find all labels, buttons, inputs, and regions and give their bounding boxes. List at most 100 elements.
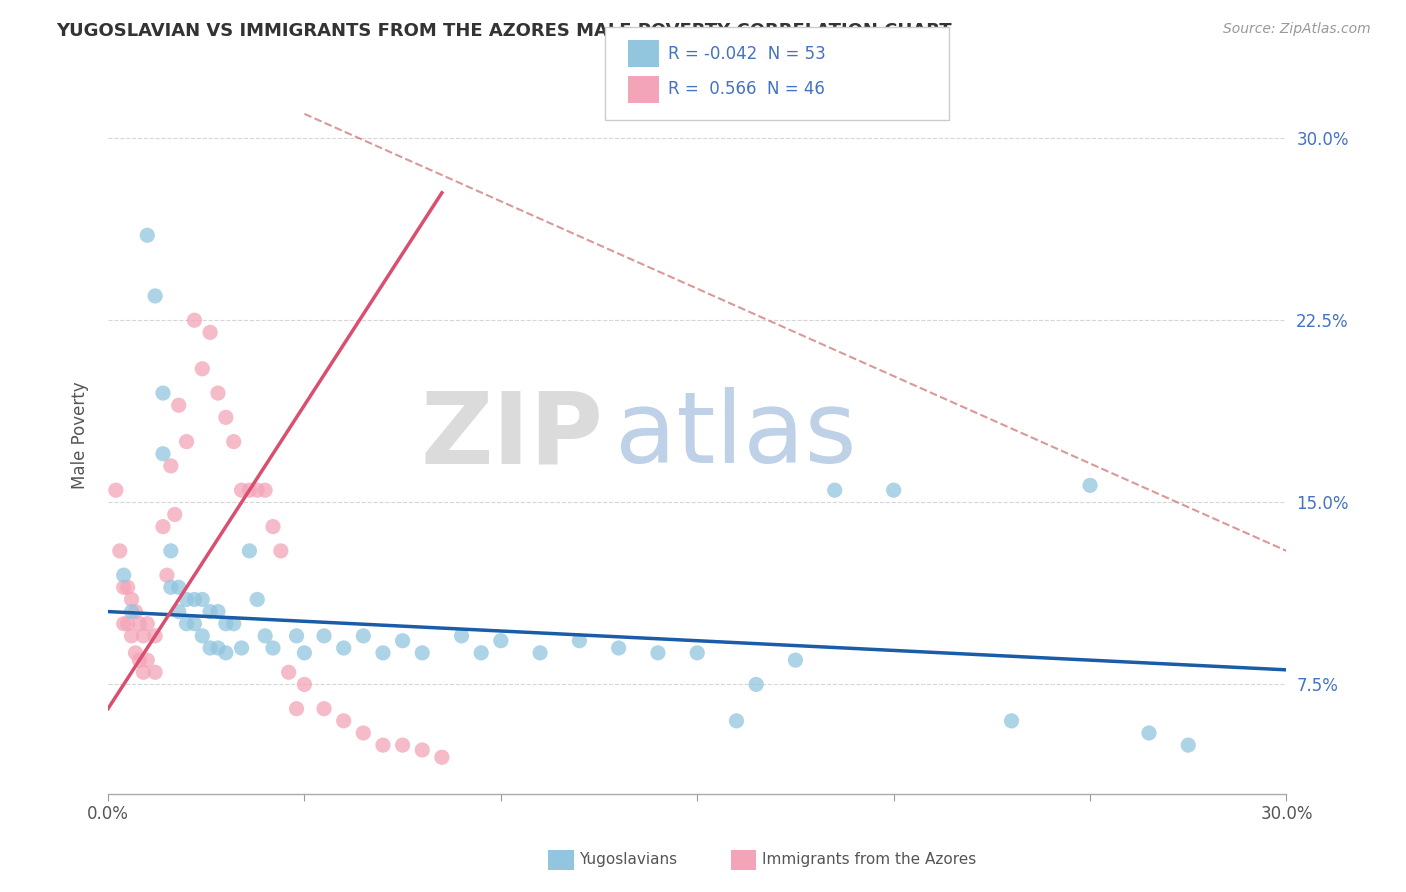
Point (121, 592, 143, 607)
Point (176, 616, 198, 631)
Point (136, 616, 159, 631)
Point (262, 519, 284, 533)
Point (470, 646, 492, 660)
Point (332, 714, 354, 728)
Point (277, 665, 299, 680)
Text: atlas: atlas (614, 387, 856, 484)
Point (121, 605, 143, 619)
Point (411, 646, 433, 660)
Text: ZIP: ZIP (420, 387, 603, 484)
Point (238, 544, 260, 558)
Point (117, 616, 139, 631)
Point (152, 519, 174, 533)
Point (285, 629, 308, 643)
Point (207, 386, 229, 401)
Point (352, 726, 374, 740)
Point (121, 629, 143, 643)
Point (411, 743, 433, 757)
Point (152, 386, 174, 401)
Point (270, 544, 292, 558)
Point (128, 616, 150, 631)
Point (112, 616, 135, 631)
Point (450, 629, 472, 643)
Point (254, 483, 277, 498)
Point (176, 434, 198, 449)
Point (231, 640, 253, 655)
Point (285, 702, 308, 716)
Point (222, 434, 245, 449)
Point (108, 544, 131, 558)
Point (215, 616, 238, 631)
Point (246, 592, 269, 607)
Point (312, 629, 335, 643)
Point (332, 640, 354, 655)
Point (117, 580, 139, 594)
Point (1137, 726, 1160, 740)
Point (124, 646, 146, 660)
Point (883, 483, 905, 498)
Point (1078, 478, 1101, 492)
Point (607, 640, 630, 655)
Point (163, 508, 186, 522)
Point (824, 483, 846, 498)
Point (352, 629, 374, 643)
Point (132, 629, 155, 643)
Point (568, 633, 591, 648)
Point (128, 653, 150, 667)
Point (294, 677, 316, 691)
Point (785, 653, 807, 667)
Point (215, 646, 238, 660)
Point (156, 568, 179, 582)
Point (160, 458, 183, 473)
Point (112, 580, 135, 594)
Point (112, 568, 135, 582)
Point (231, 483, 253, 498)
Point (430, 750, 453, 764)
Point (529, 646, 551, 660)
Text: YUGOSLAVIAN VS IMMIGRANTS FROM THE AZORES MALE POVERTY CORRELATION CHART: YUGOSLAVIAN VS IMMIGRANTS FROM THE AZORE… (56, 22, 952, 40)
Point (160, 580, 183, 594)
Point (191, 592, 214, 607)
Point (371, 646, 394, 660)
Point (207, 605, 229, 619)
Text: Immigrants from the Azores: Immigrants from the Azores (762, 853, 976, 867)
Point (167, 580, 190, 594)
Point (183, 616, 205, 631)
Point (183, 592, 205, 607)
Point (489, 633, 512, 648)
Point (371, 738, 394, 752)
Point (143, 289, 166, 303)
Point (312, 702, 335, 716)
Point (136, 653, 159, 667)
Point (391, 738, 413, 752)
Point (246, 483, 269, 498)
Point (725, 714, 748, 728)
Point (262, 640, 284, 655)
Point (647, 646, 669, 660)
Point (104, 483, 127, 498)
Point (294, 646, 316, 660)
Point (191, 361, 214, 376)
Point (136, 228, 159, 243)
Point (160, 544, 183, 558)
Point (1000, 714, 1022, 728)
Point (191, 629, 214, 643)
Point (143, 665, 166, 680)
Point (1177, 738, 1199, 752)
Point (207, 640, 229, 655)
Text: Source: ZipAtlas.com: Source: ZipAtlas.com (1223, 22, 1371, 37)
Point (124, 605, 146, 619)
Y-axis label: Male Poverty: Male Poverty (72, 382, 89, 490)
Point (198, 605, 221, 619)
Point (152, 447, 174, 461)
Text: Yugoslavians: Yugoslavians (579, 853, 678, 867)
Point (183, 313, 205, 327)
Point (238, 483, 260, 498)
Point (167, 398, 190, 412)
Point (143, 629, 166, 643)
Point (215, 410, 238, 425)
Point (132, 665, 155, 680)
Point (198, 640, 221, 655)
Text: R =  0.566  N = 46: R = 0.566 N = 46 (668, 80, 825, 98)
Point (222, 616, 245, 631)
